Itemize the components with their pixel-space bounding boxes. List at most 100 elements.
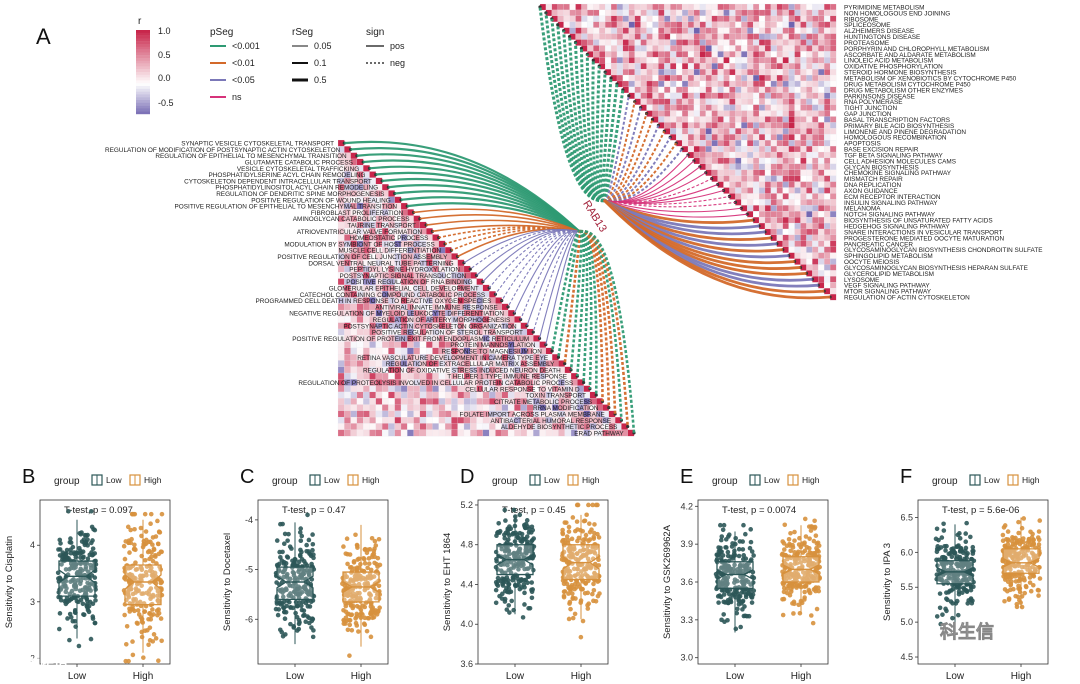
data-point xyxy=(369,535,375,541)
data-point xyxy=(530,587,536,592)
right-term-label: ECM RECEPTOR INTERACTION xyxy=(844,194,941,201)
data-point xyxy=(803,534,809,539)
heatmap-cell xyxy=(812,104,819,111)
data-point xyxy=(357,590,362,596)
heatmap-cell xyxy=(705,140,712,147)
heatmap-cell xyxy=(658,9,665,17)
heatmap-cell xyxy=(451,429,458,437)
data-point xyxy=(276,607,282,612)
heatmap-cell xyxy=(658,15,665,23)
heatmap-cell xyxy=(735,145,742,153)
data-point xyxy=(507,524,512,529)
data-point xyxy=(83,566,88,572)
right-term-label: MISMATCH REPAIR xyxy=(844,176,903,183)
heatmap-cell xyxy=(794,74,801,82)
right-term-label: TIGHT JUNCTION xyxy=(844,105,898,112)
heatmap-cell xyxy=(693,63,701,70)
heatmap-cell xyxy=(723,51,730,58)
heatmap-cell xyxy=(652,9,659,17)
heatmap-cell xyxy=(758,9,766,17)
heatmap-cell xyxy=(776,163,783,171)
heatmap-cell xyxy=(687,122,695,129)
heatmap-cell xyxy=(782,86,789,94)
heatmap-cell xyxy=(794,163,801,171)
heatmap-cell xyxy=(818,9,825,17)
data-point xyxy=(566,524,572,530)
heatmap-cell xyxy=(729,157,736,165)
heatmap-cell xyxy=(723,98,730,105)
data-point xyxy=(733,626,739,632)
data-point xyxy=(127,606,132,612)
legend-label: High xyxy=(144,475,162,485)
right-correlation-heatmap xyxy=(538,3,837,301)
data-point xyxy=(282,616,288,622)
heatmap-cell xyxy=(723,169,730,176)
heatmap-cell xyxy=(782,163,789,171)
data-point xyxy=(67,637,72,643)
data-point xyxy=(524,518,530,523)
heatmap-cell xyxy=(818,69,825,76)
heatmap-cell xyxy=(758,80,766,88)
data-point xyxy=(310,541,316,547)
heatmap-cell xyxy=(676,104,683,111)
data-point xyxy=(288,605,293,610)
heatmap-cell xyxy=(806,104,813,111)
y-tick-label: 3 xyxy=(30,597,35,607)
heatmap-cell xyxy=(628,51,635,58)
heatmap-cell xyxy=(770,92,778,99)
heatmap-cell xyxy=(770,63,778,70)
data-point xyxy=(373,543,379,548)
heatmap-cell xyxy=(729,80,736,88)
heatmap-cell xyxy=(717,110,724,117)
heatmap-cell xyxy=(735,128,742,135)
data-point xyxy=(77,560,82,566)
data-point xyxy=(495,530,500,536)
data-point xyxy=(353,616,358,621)
data-point xyxy=(568,606,573,612)
heatmap-cell xyxy=(824,128,831,135)
heatmap-cell xyxy=(782,116,789,123)
left-term-label: POSTSYNAPTIC SIGNAL TRANSDUCTION xyxy=(339,273,466,280)
data-point xyxy=(516,567,521,572)
data-point xyxy=(123,641,129,647)
heatmap-cell xyxy=(741,74,748,82)
heatmap-cell xyxy=(711,3,718,11)
heatmap-cell xyxy=(829,122,837,129)
heatmap-cell xyxy=(735,134,742,141)
colorbar-step xyxy=(136,46,150,50)
heatmap-cell xyxy=(587,39,594,46)
heatmap-cell xyxy=(794,222,801,230)
right-term-label: DNA REPLICATION xyxy=(844,182,901,189)
heatmap-cell xyxy=(753,181,760,188)
heatmap-cell xyxy=(829,187,837,194)
heatmap-cell xyxy=(693,80,701,88)
heatmap-cell xyxy=(640,69,647,76)
heatmap-cell xyxy=(717,33,724,40)
heatmap-cell xyxy=(419,429,427,437)
heatmap-cell xyxy=(747,51,754,58)
heatmap-cell xyxy=(812,86,819,94)
heatmap-cell xyxy=(711,98,718,105)
heatmap-cell xyxy=(829,140,837,147)
heatmap-cell xyxy=(407,347,414,355)
data-point xyxy=(74,571,80,577)
test-annotation: T-test, p = 5.6e-06 xyxy=(942,505,1019,516)
heatmap-cell xyxy=(800,3,807,11)
y-tick-label: 3.0 xyxy=(680,653,693,663)
heatmap-cell xyxy=(812,222,819,230)
heatmap-cell xyxy=(432,417,440,424)
heatmap-cell xyxy=(676,128,683,135)
heatmap-cell xyxy=(812,128,819,135)
heatmap-cell xyxy=(812,252,819,259)
heatmap-cell xyxy=(687,39,695,46)
data-point xyxy=(67,611,73,617)
heatmap-cell xyxy=(634,15,641,23)
heatmap-cell xyxy=(824,69,831,76)
heatmap-cell xyxy=(356,417,364,424)
heatmap-cell xyxy=(800,122,807,129)
left-term-label: PROGRAMMED CELL DEATH IN RESPONSE TO REA… xyxy=(256,298,492,305)
data-point xyxy=(346,617,352,623)
heatmap-cell xyxy=(800,151,807,159)
heatmap-cell xyxy=(800,157,807,165)
data-point xyxy=(92,527,98,533)
